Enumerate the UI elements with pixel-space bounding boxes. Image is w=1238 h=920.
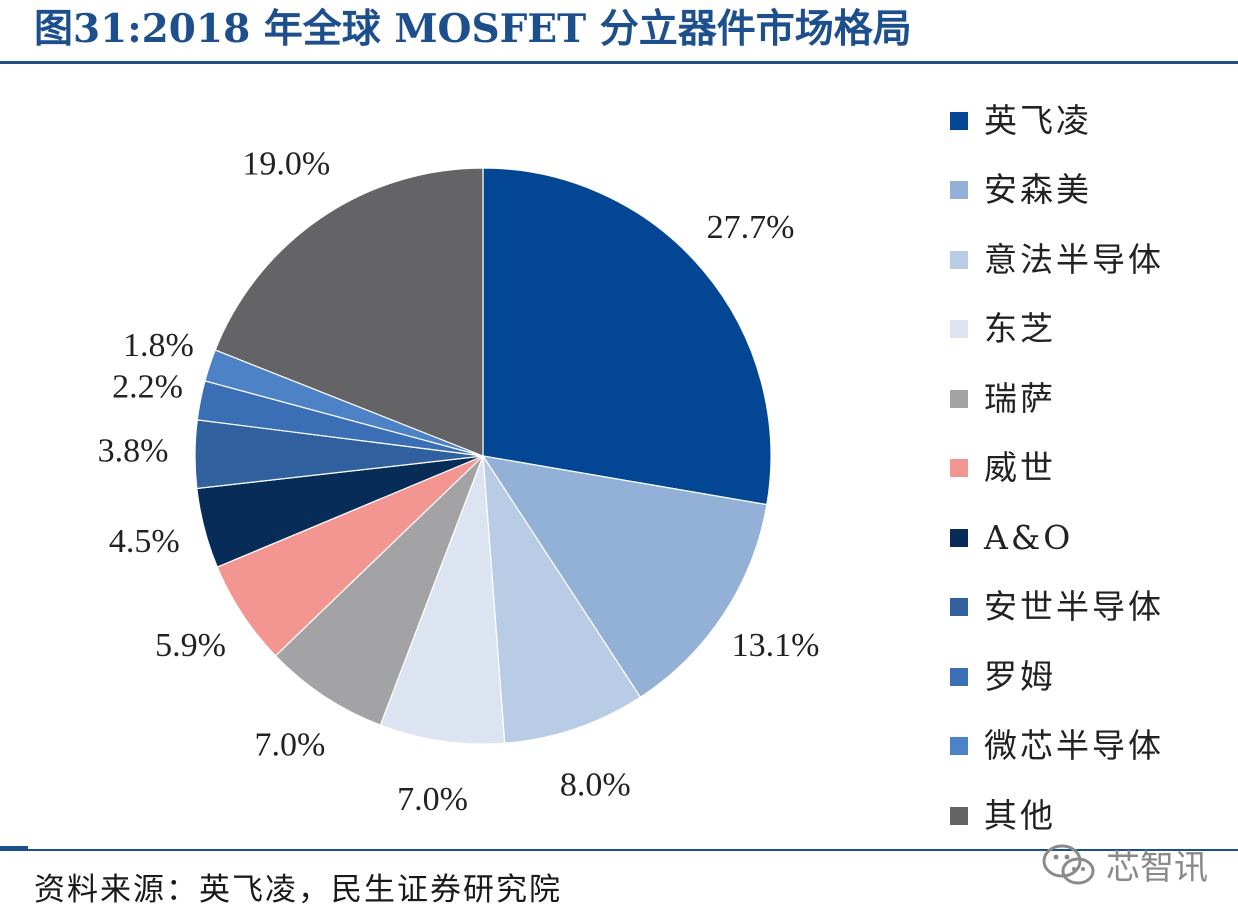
legend-label: A&O: [984, 517, 1074, 557]
source-note: 资料来源：英飞凌，民生证券研究院: [34, 872, 562, 908]
pie-slices: [194, 167, 772, 745]
legend-swatch: [950, 598, 968, 617]
chart-title: 图31:2018 年全球 MOSFET 分立器件市场格局: [34, 6, 912, 52]
pie-slice-item-3: [482, 455, 642, 744]
pie-slice-item-1: [482, 167, 772, 506]
pie-slice-item-11: [214, 167, 484, 457]
data-label-a-o: 4.5%: [109, 523, 180, 560]
legend-swatch: [950, 389, 968, 408]
legend-swatch: [950, 459, 968, 478]
legend-label: 安森美: [984, 170, 1092, 210]
data-label-item-4: 7.0%: [397, 781, 468, 818]
watermark-text: 芯智讯: [1106, 848, 1208, 888]
legend-swatch: [950, 737, 968, 756]
legend-item-item-5: 瑞萨: [950, 364, 1164, 434]
legend-item-item-3: 意法半导体: [950, 225, 1164, 295]
wechat-logo-icon: [1042, 844, 1095, 884]
legend-label: 瑞萨: [984, 378, 1056, 418]
legend-item-item-11: 其他: [950, 781, 1164, 851]
legend-label: 其他: [984, 795, 1056, 835]
legend-item-a-o: A&O: [950, 503, 1164, 573]
legend-label: 威世: [984, 448, 1056, 488]
legend-item-item-9: 罗姆: [950, 642, 1164, 712]
legend-swatch: [950, 806, 968, 825]
title-divider: [0, 61, 1238, 64]
legend-swatch: [950, 111, 968, 130]
data-label-item-6: 5.9%: [155, 627, 226, 664]
data-label-item-10: 1.8%: [123, 327, 194, 364]
legend-item-item-6: 威世: [950, 434, 1164, 504]
legend-swatch: [950, 667, 968, 686]
legend-item-item-1: 英飞凌: [950, 86, 1164, 156]
legend-item-item-10: 微芯半导体: [950, 712, 1164, 782]
footer-divider-tab: [0, 846, 28, 851]
data-label-item-5: 7.0%: [254, 727, 325, 764]
watermark: 芯智讯: [1040, 840, 1208, 889]
footer-divider: [0, 849, 1238, 851]
legend-swatch: [950, 320, 968, 339]
pie-slice-item-4: [379, 455, 506, 745]
legend-swatch: [950, 250, 968, 269]
pie-chart: 27.7% 13.1% 8.0% 7.0% 7.0% 5.9% 4.5% 3.8% 2.2% 1.…: [98, 145, 820, 818]
legend-item-item-4: 东芝: [950, 295, 1164, 365]
legend-label: 东芝: [984, 309, 1056, 349]
pie-slice-item-2: [481, 455, 768, 699]
legend-label: 罗姆: [984, 656, 1056, 696]
legend-label: 英飞凌: [984, 100, 1092, 140]
data-label-item-2: 13.1%: [732, 627, 820, 664]
data-label-item-8: 3.8%: [98, 433, 169, 470]
legend-item-item-8: 安世半导体: [950, 573, 1164, 643]
data-label-item-9: 2.2%: [112, 369, 183, 406]
legend-label: 微芯半导体: [984, 726, 1164, 766]
legend-swatch: [950, 181, 968, 200]
pie-data-labels: 27.7% 13.1% 8.0% 7.0% 7.0% 5.9% 4.5% 3.8% 2.2% 1.…: [98, 145, 820, 818]
pie-slice-item-5: [274, 455, 484, 726]
data-label-item-3: 8.0%: [560, 766, 631, 803]
data-label-item-11: 19.0%: [242, 145, 330, 182]
legend-swatch: [950, 528, 968, 547]
legend-label: 安世半导体: [984, 587, 1164, 627]
data-label-item-1: 27.7%: [707, 209, 795, 246]
legend-label: 意法半导体: [984, 239, 1164, 279]
legend-item-item-2: 安森美: [950, 156, 1164, 226]
chart-legend: 英飞凌安森美意法半导体东芝瑞萨威世 A&O 安世半导体罗姆微芯半导体其他: [950, 86, 1164, 851]
